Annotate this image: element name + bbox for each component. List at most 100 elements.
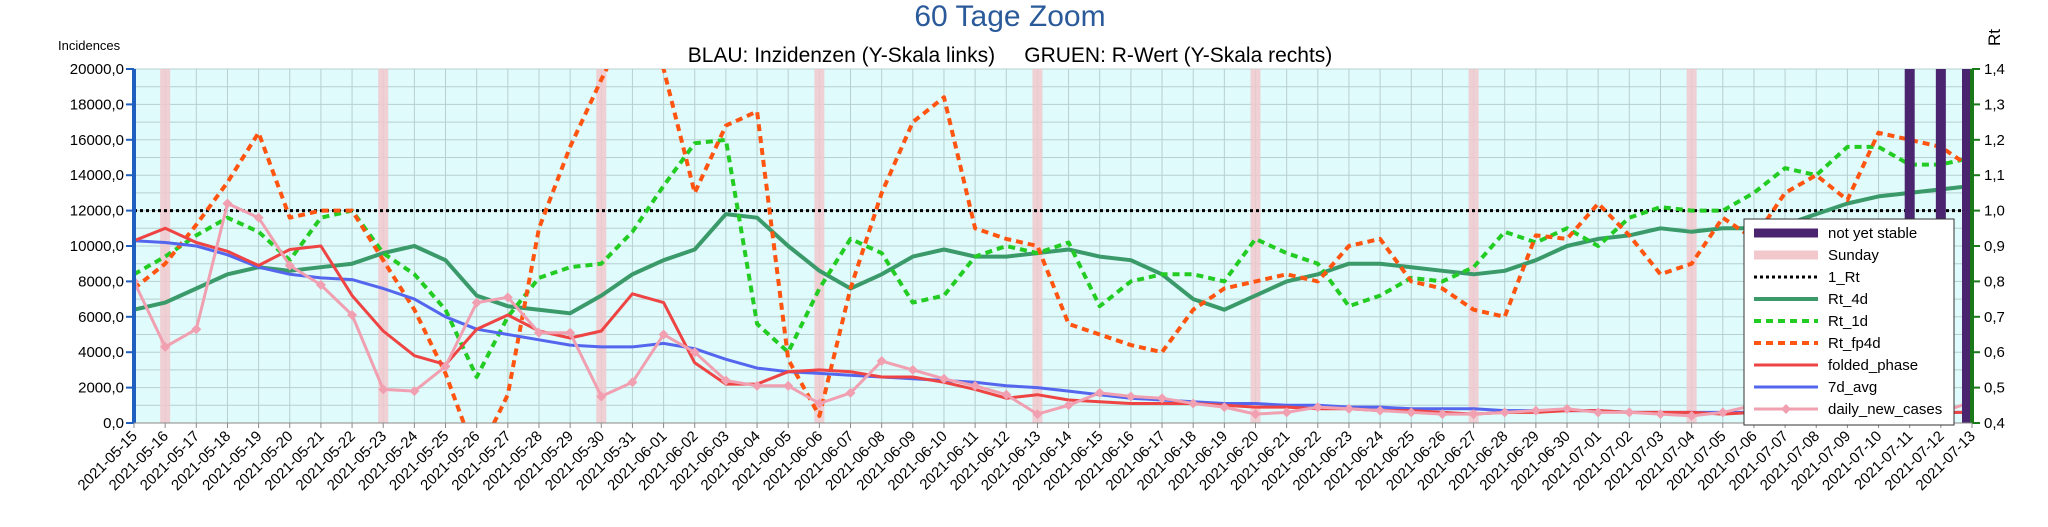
series-Rt_4d: [134, 183, 1972, 316]
point-daily_new_cases: [1562, 403, 1573, 414]
point-daily_new_cases: [752, 380, 763, 391]
chart-title: 60 Tage Zoom: [914, 0, 1105, 33]
point-daily_new_cases: [845, 387, 856, 398]
left-tick-label: 6000,0: [78, 309, 124, 326]
point-daily_new_cases: [1375, 405, 1386, 416]
right-tick-label: 1,2: [1984, 132, 2005, 149]
left-tick-label: 18000,0: [70, 96, 124, 113]
point-daily_new_cases: [1281, 407, 1292, 418]
point-daily_new_cases: [1717, 407, 1728, 418]
sunday-band: [1468, 69, 1479, 423]
point-daily_new_cases: [1219, 402, 1230, 413]
left-tick-label: 14000,0: [70, 167, 124, 184]
point-daily_new_cases: [1032, 409, 1043, 420]
point-daily_new_cases: [876, 356, 887, 367]
point-daily_new_cases: [1250, 409, 1261, 420]
point-daily_new_cases: [1406, 407, 1417, 418]
point-daily_new_cases: [1312, 402, 1323, 413]
legend-label: Rt_fp4d: [1828, 335, 1881, 352]
point-daily_new_cases: [502, 292, 513, 303]
left-tick-label: 12000,0: [70, 203, 124, 220]
point-daily_new_cases: [315, 279, 326, 290]
legend-label: Sunday: [1828, 247, 1879, 264]
not-yet-stable-bar: [1962, 69, 1972, 423]
sunday-band: [1686, 69, 1697, 423]
sunday-band: [1250, 69, 1261, 423]
point-daily_new_cases: [970, 380, 981, 391]
point-daily_new_cases: [938, 373, 949, 384]
right-tick-label: 1,3: [1984, 96, 2005, 113]
point-daily_new_cases: [253, 212, 264, 223]
point-daily_new_cases: [1094, 387, 1105, 398]
point-daily_new_cases: [783, 380, 794, 391]
left-axis-label: Incidences: [58, 38, 121, 53]
point-daily_new_cases: [1437, 409, 1448, 420]
left-tick-label: 4000,0: [78, 344, 124, 361]
right-tick-label: 0,4: [1984, 415, 2005, 432]
left-axis-ticks: 0,0 2000,0 4000,0 6000,0 8000,0 10000,0 12000,…: [70, 61, 134, 432]
sunday-band: [596, 69, 607, 423]
right-tick-label: 0,7: [1984, 309, 2005, 326]
series-layer: [134, 69, 1972, 423]
point-daily_new_cases: [1157, 393, 1168, 404]
point-daily_new_cases: [565, 327, 576, 338]
point-daily_new_cases: [1188, 398, 1199, 409]
left-tick-label: 20000,0: [70, 61, 124, 78]
right-tick-label: 1,4: [1984, 61, 2005, 78]
left-tick-label: 16000,0: [70, 132, 124, 149]
point-daily_new_cases: [222, 198, 233, 209]
point-daily_new_cases: [440, 361, 451, 372]
point-daily_new_cases: [1624, 407, 1635, 418]
series-folded_phase: [134, 226, 1972, 416]
left-tick-label: 0,0: [103, 415, 124, 432]
right-tick-label: 0,9: [1984, 238, 2005, 255]
point-daily_new_cases: [814, 398, 825, 409]
point-daily_new_cases: [160, 341, 171, 352]
chart-subtitle: BLAU: Inzidenzen (Y-Skala links) GRUEN: …: [688, 44, 1333, 67]
sunday-band: [1032, 69, 1043, 423]
series-daily_new_cases: [134, 202, 1972, 421]
left-tick-label: 2000,0: [78, 380, 124, 397]
point-daily_new_cases: [1125, 391, 1136, 402]
legend-marker: [1781, 404, 1791, 414]
legend: not yet stable Sunday 1_Rt Rt_4d Rt_1d Rt_fp4…: [1743, 218, 1955, 426]
point-daily_new_cases: [1001, 389, 1012, 400]
point-daily_new_cases: [378, 384, 389, 395]
legend-label: Rt_4d: [1828, 291, 1868, 308]
point-daily_new_cases: [1063, 400, 1074, 411]
point-daily_new_cases: [720, 375, 731, 386]
right-axis-label: Rt: [1985, 29, 2004, 46]
point-daily_new_cases: [533, 327, 544, 338]
point-daily_new_cases: [1499, 407, 1510, 418]
point-daily_new_cases: [1530, 405, 1541, 416]
sunday-band: [814, 69, 825, 423]
point-daily_new_cases: [1593, 407, 1604, 418]
point-daily_new_cases: [471, 297, 482, 308]
point-daily_new_cases: [1686, 410, 1697, 421]
legend-label: 7d_avg: [1828, 379, 1877, 396]
point-daily_new_cases: [409, 386, 420, 397]
point-daily_new_cases: [689, 347, 700, 358]
point-daily_new_cases: [627, 377, 638, 388]
sunday-band: [160, 69, 171, 423]
point-daily_new_cases: [1655, 409, 1666, 420]
right-tick-label: 1,0: [1984, 203, 2005, 220]
point-daily_new_cases: [347, 310, 358, 321]
right-tick-label: 0,6: [1984, 344, 2005, 361]
legend-label: not yet stable: [1828, 225, 1917, 242]
series-Rt_1d: [134, 137, 1972, 379]
right-axis-ticks: 0,4 0,5 0,6 0,7 0,8 0,9 1,0 1,1 1,2 1,3 1,4: [1972, 61, 2005, 432]
sunday-bands: [160, 69, 1697, 423]
point-daily_new_cases: [191, 324, 202, 335]
point-daily_new_cases: [907, 364, 918, 375]
sunday-band: [378, 69, 389, 423]
point-daily_new_cases: [1343, 403, 1354, 414]
legend-label: folded_phase: [1828, 357, 1918, 374]
right-tick-label: 0,5: [1984, 380, 2005, 397]
legend-label: daily_new_cases: [1828, 401, 1942, 418]
point-daily_new_cases: [658, 329, 669, 340]
right-tick-label: 1,1: [1984, 167, 2005, 184]
left-tick-label: 10000,0: [70, 238, 124, 255]
point-daily_new_cases: [1468, 409, 1479, 420]
